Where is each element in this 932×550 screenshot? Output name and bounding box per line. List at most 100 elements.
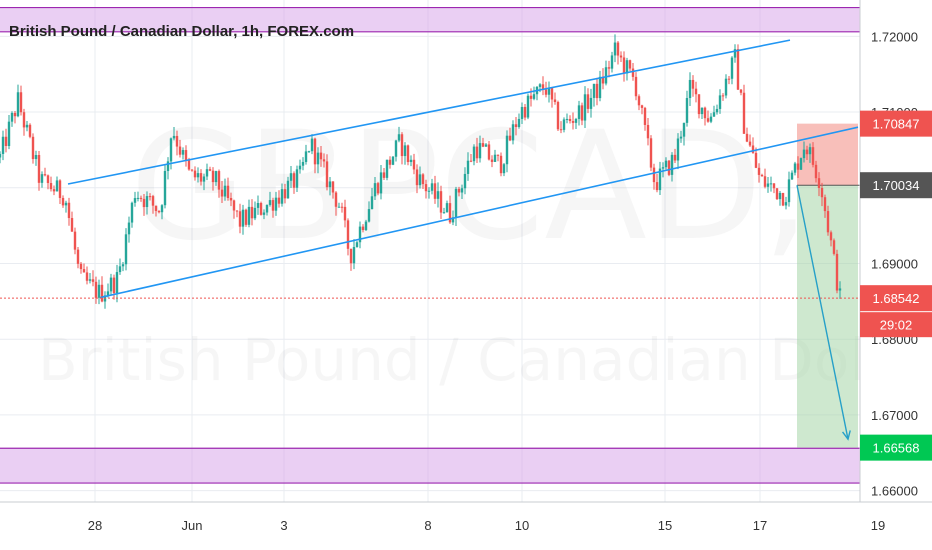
candle-body [379, 172, 383, 194]
candle-body [466, 160, 470, 174]
candle-body [172, 135, 176, 139]
candle-body [664, 160, 668, 168]
candle-body [295, 169, 299, 188]
arrow-shaft[interactable] [796, 185, 849, 440]
candle-body [304, 151, 308, 162]
channel-upper-line[interactable] [67, 39, 791, 185]
candle-body [487, 144, 491, 160]
candle-body [316, 152, 320, 165]
support-zone [0, 448, 860, 484]
candle-body [688, 79, 692, 99]
candle-body [10, 112, 14, 122]
candle-body [346, 220, 350, 249]
candle-body [427, 190, 431, 192]
candle-body [196, 173, 200, 178]
target-arrow[interactable] [796, 185, 851, 441]
candle-body [679, 136, 683, 139]
price-axis[interactable] [860, 0, 932, 550]
candle-body [613, 42, 617, 56]
candle-body [580, 105, 584, 121]
channel-lower-line[interactable] [99, 126, 859, 299]
candle-body [832, 240, 836, 254]
price-tick-label: 1.69000 [871, 256, 918, 271]
candle-body [259, 203, 263, 215]
price-tick-label: 1.67000 [871, 408, 918, 423]
candle-body [163, 171, 167, 206]
candle-body [136, 197, 140, 199]
candle-body [778, 192, 782, 200]
candle-body [343, 206, 347, 221]
time-axis[interactable] [0, 502, 932, 550]
candle-body [538, 84, 542, 87]
candle-body [634, 76, 638, 97]
candle-body [406, 145, 410, 163]
candle-body [385, 159, 389, 178]
candle-body [25, 124, 29, 128]
trend-channel[interactable] [67, 39, 859, 299]
candle-body [190, 169, 194, 171]
candle-body [574, 118, 578, 123]
candle-body [748, 141, 752, 146]
candle-body [424, 184, 428, 192]
candle-body [436, 191, 440, 199]
candle-body [208, 169, 212, 171]
candle-body [334, 192, 338, 207]
candle-body [736, 49, 740, 90]
candle-body [250, 206, 254, 219]
candle-body [73, 231, 77, 250]
candle-body [829, 232, 833, 241]
countdown-badge [860, 312, 932, 338]
candle-body [82, 269, 86, 273]
candle-body [721, 95, 725, 97]
candle-body [109, 277, 113, 292]
candle-body [727, 78, 731, 80]
candle-body [247, 206, 251, 225]
candle-body [517, 118, 521, 128]
candle-body [694, 88, 698, 95]
candle-body [823, 197, 827, 212]
entry-badge [860, 172, 932, 199]
candle-body [457, 188, 461, 193]
candle-body [670, 154, 674, 175]
candle-body [319, 152, 323, 160]
arrow-head[interactable] [842, 430, 851, 441]
candle-body [13, 112, 17, 117]
candle-body [106, 291, 110, 296]
candle-body [409, 159, 413, 163]
candle-body [790, 172, 794, 180]
candle-body [55, 180, 59, 192]
candle-body [637, 96, 641, 106]
candle-body [478, 143, 482, 159]
candle-body [586, 94, 590, 109]
candle-body [505, 135, 509, 165]
candle-body [391, 156, 395, 165]
price-badges: 1.70847 1.70034 1.68542 29:02 1.66568 [860, 110, 932, 461]
candle-body [628, 60, 632, 69]
candle-body [745, 133, 749, 142]
candle-body [814, 164, 818, 179]
candle-body [448, 203, 452, 223]
candle-body [655, 182, 659, 191]
candle-body [16, 92, 20, 117]
short-position-tool[interactable] [797, 123, 860, 448]
candle-body [91, 279, 95, 282]
candle-body [775, 188, 779, 200]
candle-body [364, 221, 368, 231]
candle-body [34, 155, 38, 160]
candle-body [463, 173, 467, 189]
candle-body [547, 87, 551, 95]
candle-body [532, 94, 536, 99]
candle-body [49, 183, 53, 190]
candle-body [631, 68, 635, 77]
candle-body [148, 196, 152, 198]
candle-body [802, 149, 806, 159]
candle-body [292, 173, 296, 188]
candle-body [619, 55, 623, 58]
candle-body [253, 207, 257, 219]
candle-body [430, 183, 434, 191]
candle-body [490, 159, 494, 162]
candle-body [724, 78, 728, 96]
candle-body [523, 106, 527, 118]
candle-body [142, 198, 146, 208]
